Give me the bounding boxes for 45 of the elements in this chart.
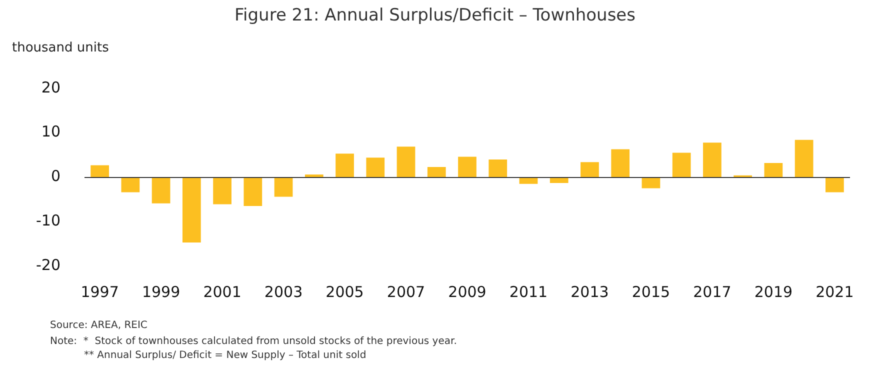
bar [458, 156, 476, 178]
bar [611, 149, 630, 178]
bar [152, 177, 170, 204]
x-tick-label: 2011 [509, 282, 548, 301]
text: Note: * Stock of townhouses calculated from unsold stocks of the previous year. [50, 335, 457, 349]
y-tick-label: 0 [50, 167, 60, 186]
y-axis-title: thousand units [12, 40, 110, 56]
x-tick-label: 1997 [80, 282, 119, 301]
y-tick-label: 20 [41, 78, 60, 96]
bar [703, 142, 722, 178]
bar [826, 177, 844, 192]
y-tick-label: 10 [41, 122, 60, 141]
y-tick-label: -20 [36, 256, 60, 274]
bar [90, 165, 109, 178]
bar [764, 162, 783, 178]
bar [642, 177, 660, 188]
bar [672, 152, 691, 178]
source-note: Source: AREA, REIC [50, 319, 148, 333]
x-tick-label: 1999 [142, 282, 180, 301]
bar [488, 159, 508, 178]
bar [580, 162, 599, 178]
bar [427, 166, 446, 178]
bar [213, 177, 232, 204]
chart-title: Figure 21: Annual Surplus/Deficit – Townhouses [234, 6, 636, 26]
x-tick-label: 2017 [693, 282, 732, 301]
x-tick-label: 2009 [448, 282, 486, 301]
x-tick-label: 2001 [203, 282, 242, 301]
bar [182, 177, 201, 242]
x-tick-label: 2013 [570, 282, 609, 301]
x-tick-label: 2021 [816, 282, 854, 301]
x-tick-label: 2007 [386, 282, 426, 301]
bar [274, 177, 293, 197]
bar [121, 177, 140, 192]
text: ** Annual Surplus/ Deficit = New Supply – Total unit sold [83, 350, 368, 361]
bar [396, 146, 416, 178]
x-tick-label: 2015 [632, 282, 670, 301]
bar [304, 174, 324, 178]
bar [244, 177, 262, 206]
bar [336, 154, 354, 178]
x-tick-label: 2019 [754, 282, 793, 301]
x-tick-label: 2005 [326, 282, 364, 301]
bar [794, 140, 814, 178]
y-tick-label: -10 [36, 211, 60, 230]
bar [366, 158, 385, 178]
x-tick-label: 2003 [264, 282, 303, 301]
